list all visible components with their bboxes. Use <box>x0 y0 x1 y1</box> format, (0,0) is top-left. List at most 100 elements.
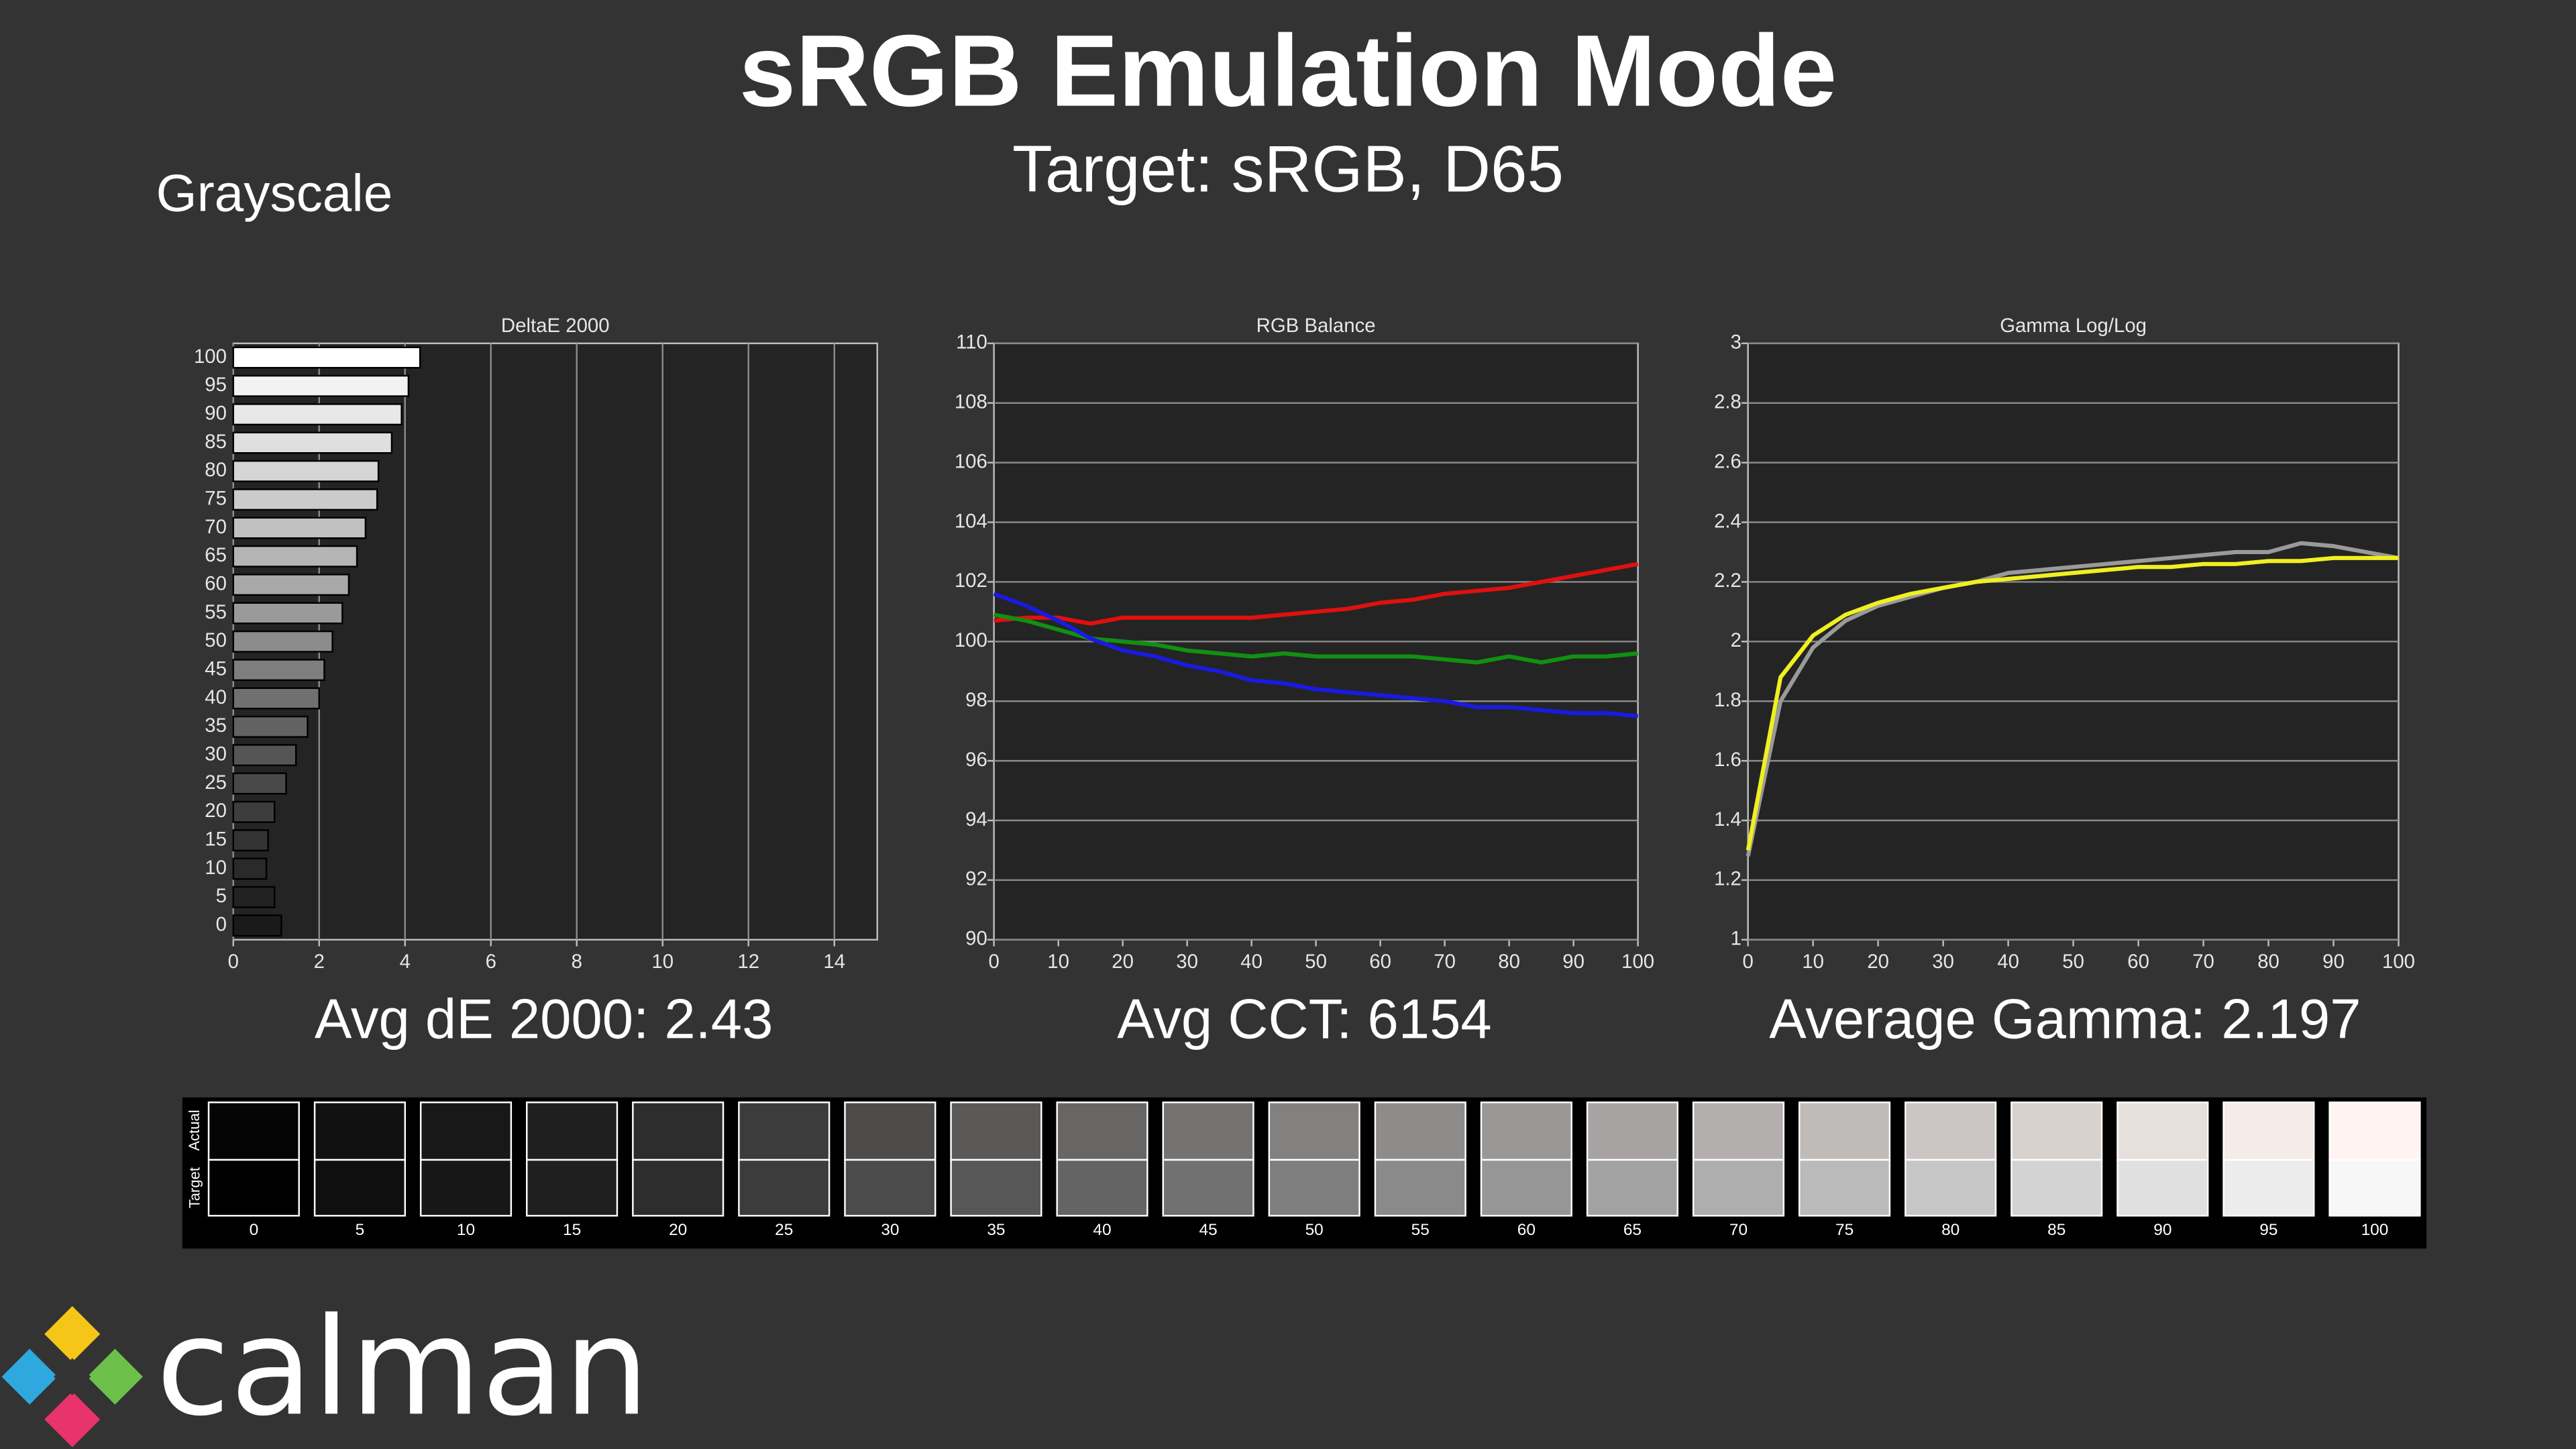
category-label: 40 <box>205 686 227 708</box>
swatch-target <box>207 1159 300 1217</box>
category-label: 50 <box>205 629 227 651</box>
bar <box>232 885 276 908</box>
x-tick-label: 10 <box>651 951 674 973</box>
category-label: 65 <box>205 544 227 566</box>
row-label: Target <box>186 1167 203 1208</box>
swatch-target <box>1586 1159 1679 1217</box>
swatch-label: 55 <box>1411 1221 1430 1239</box>
category-label: 70 <box>205 516 227 538</box>
subtitle: Target: sRGB, D65 <box>1012 131 1564 205</box>
series-line <box>1746 555 2399 851</box>
bar <box>232 715 309 738</box>
swatch-label: 65 <box>1623 1221 1642 1239</box>
swatch-target <box>1480 1159 1572 1217</box>
y-tick-label: 1.8 <box>1714 689 1741 711</box>
swatch-label: 60 <box>1517 1221 1536 1239</box>
series-line <box>994 561 1639 626</box>
bar <box>232 574 350 596</box>
y-tick-label: 2.2 <box>1714 570 1741 592</box>
x-tick-label: 60 <box>1369 951 1391 973</box>
swatch-label: 35 <box>987 1221 1005 1239</box>
category-label: 45 <box>205 657 227 680</box>
swatch-label: 40 <box>1093 1221 1111 1239</box>
swatch-target <box>950 1159 1042 1217</box>
x-tick-label: 6 <box>486 951 496 973</box>
bar <box>232 630 333 653</box>
y-tick-label: 104 <box>955 510 987 532</box>
category-label: 60 <box>205 572 227 594</box>
swatch-actual <box>419 1102 513 1161</box>
y-tick-label: 3 <box>1731 331 1741 354</box>
chart-title: DeltaE 2000 <box>501 315 610 337</box>
y-tick-label: 2.4 <box>1714 510 1741 532</box>
swatch-actual <box>844 1102 936 1161</box>
swatch-actual <box>950 1102 1042 1161</box>
y-tick-label: 1.4 <box>1714 808 1741 830</box>
swatch-target <box>419 1159 513 1217</box>
swatch-actual <box>1374 1102 1466 1161</box>
category-label: 75 <box>205 487 227 509</box>
chart-annotation: Average Gamma: 2.197 <box>1769 988 2361 1051</box>
swatch-target <box>632 1159 724 1217</box>
swatch-target <box>526 1159 619 1217</box>
bar <box>232 829 269 852</box>
y-tick-label: 2.6 <box>1714 450 1741 472</box>
y-tick-label: 98 <box>965 689 987 711</box>
logo-text: calman <box>156 1289 649 1446</box>
swatch-actual <box>1799 1102 1891 1161</box>
bar <box>232 374 410 397</box>
swatch-actual <box>313 1102 407 1161</box>
y-tick-label: 90 <box>965 928 987 950</box>
y-tick-label: 96 <box>965 749 987 771</box>
bar <box>232 800 276 823</box>
section-label: Grayscale <box>156 164 393 223</box>
y-tick-label: 2 <box>1731 629 1741 651</box>
series-line <box>1746 541 2400 857</box>
bar <box>232 460 380 482</box>
swatch-label: 50 <box>1305 1221 1324 1239</box>
category-label: 55 <box>205 601 227 623</box>
swatch-actual <box>2328 1102 2421 1161</box>
swatch-target <box>313 1159 407 1217</box>
y-tick-label: 94 <box>965 808 987 830</box>
swatch-actual <box>2222 1102 2315 1161</box>
chart-title: Gamma Log/Log <box>2000 315 2147 337</box>
y-tick-label: 102 <box>955 570 987 592</box>
swatch-label: 0 <box>250 1221 259 1239</box>
x-tick-label: 12 <box>737 951 759 973</box>
x-tick-label: 80 <box>1498 951 1520 973</box>
x-tick-label: 30 <box>1932 951 1954 973</box>
swatch-target <box>2222 1159 2315 1217</box>
title: sRGB Emulation Mode <box>739 15 1837 128</box>
category-label: 80 <box>205 459 227 481</box>
swatch-label: 80 <box>1941 1221 1960 1239</box>
swatch-actual <box>1904 1102 1997 1161</box>
x-tick-label: 20 <box>1112 951 1134 973</box>
y-tick-label: 92 <box>965 868 987 890</box>
x-tick-label: 30 <box>1176 951 1198 973</box>
category-label: 15 <box>205 828 227 850</box>
swatch-label: 100 <box>2361 1221 2389 1239</box>
swatch-actual <box>1480 1102 1572 1161</box>
swatch-target <box>844 1159 936 1217</box>
x-tick-label: 0 <box>228 951 239 973</box>
swatch-actual <box>526 1102 619 1161</box>
x-tick-label: 14 <box>823 951 845 973</box>
swatch-target <box>1268 1159 1360 1217</box>
x-tick-label: 50 <box>1305 951 1327 973</box>
x-tick-label: 0 <box>1743 951 1754 973</box>
bar <box>232 517 367 539</box>
x-tick-label: 10 <box>1047 951 1069 973</box>
x-tick-label: 10 <box>1802 951 1824 973</box>
swatch-target <box>1904 1159 1997 1217</box>
swatch-label: 30 <box>881 1221 899 1239</box>
swatch-label: 10 <box>457 1221 475 1239</box>
swatch-label: 95 <box>2259 1221 2277 1239</box>
x-tick-label: 90 <box>2322 951 2345 973</box>
swatch-actual <box>2116 1102 2209 1161</box>
swatch-label: 45 <box>1199 1221 1217 1239</box>
bar <box>232 403 402 426</box>
category-label: 30 <box>205 743 227 765</box>
